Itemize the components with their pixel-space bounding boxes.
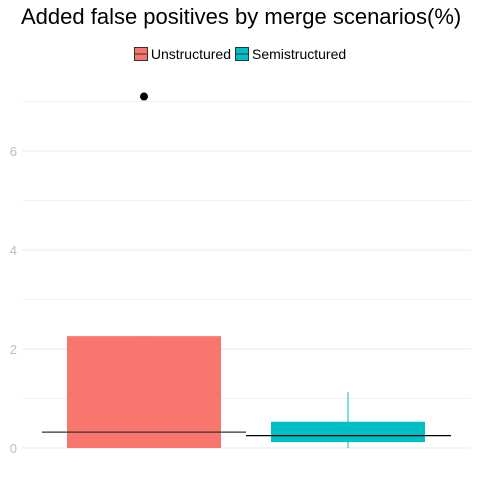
y-tick-label: 4: [10, 243, 17, 258]
chart-title: Added false positives by merge scenarios…: [21, 4, 462, 29]
legend-key-unstructured: [133, 47, 148, 61]
legend-item-semistructured: Semistructured: [235, 46, 346, 62]
legend-item-unstructured: Unstructured: [133, 46, 231, 62]
legend-label-semistructured: Semistructured: [252, 46, 347, 62]
box-semistructured: [271, 421, 425, 443]
box-unstructured: [67, 336, 221, 448]
y-tick-label: 0: [10, 441, 17, 456]
outlier-point: [140, 92, 148, 101]
legend: Unstructured Semistructured: [0, 44, 480, 64]
y-tick-label: 2: [10, 342, 17, 357]
legend-key-semistructured: [235, 47, 249, 61]
y-tick-label: 6: [10, 144, 17, 159]
legend-label-unstructured: Unstructured: [150, 46, 231, 62]
